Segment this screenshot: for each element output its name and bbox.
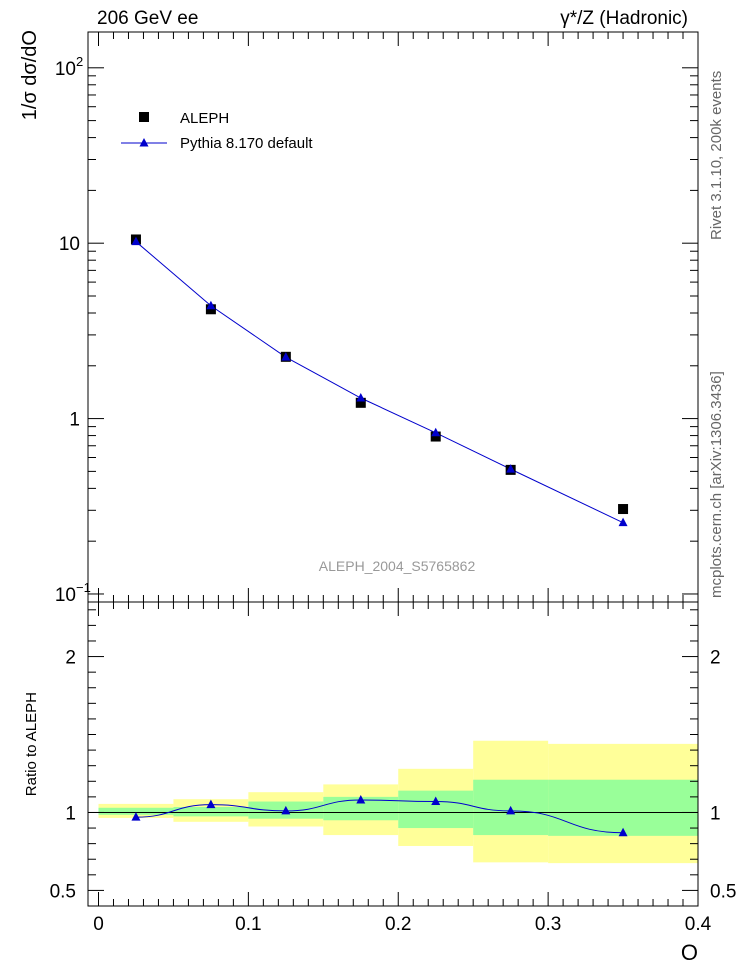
- ratio-frame: [87, 601, 699, 907]
- mc-point-2: [281, 352, 291, 361]
- ratio-mc-point-1: [206, 799, 216, 809]
- ratio-mc-point-5: [506, 805, 516, 815]
- mc-point-4: [431, 427, 441, 437]
- main-ytick-label-3: 10: [55, 59, 76, 80]
- ratio-ytick-label-0: 0.5: [50, 881, 76, 902]
- mc-point-6: [618, 517, 628, 527]
- ratio-mc-point-3: [356, 794, 366, 804]
- legend-mc-marker: [139, 138, 149, 147]
- x-tick-label-4: 0.4: [685, 914, 712, 935]
- stat-band-4: [398, 790, 474, 829]
- x-tick-label-1: 0.1: [235, 914, 261, 935]
- stat-band-6: [548, 779, 698, 836]
- main-ytick-label-0: 10: [55, 585, 76, 606]
- data-point-6: [618, 504, 629, 515]
- ratio-mc-point-0: [131, 812, 141, 821]
- mc-point-1: [206, 300, 216, 310]
- legend-data-label: ALEPH: [180, 110, 229, 127]
- main-y-axis-label: 1/σ dσ/dO: [19, 30, 41, 120]
- data-point-3: [355, 397, 366, 408]
- energy-label: 206 GeV ee: [97, 8, 199, 29]
- ratio-mc-point-6: [618, 827, 628, 837]
- main-ytick-label-1: 1: [69, 410, 80, 431]
- mc-point-3: [356, 393, 366, 402]
- analysis-watermark: ALEPH_2004_S5765862: [319, 558, 476, 574]
- legend-data-marker: [139, 112, 149, 122]
- stat-band-3: [323, 796, 399, 821]
- ratio-ytick-label-right-1: 1: [710, 803, 721, 824]
- legend-mc-label: Pythia 8.170 default: [180, 135, 313, 152]
- ratio-mc-point-4: [431, 796, 441, 806]
- ratio-y-axis-label: Ratio to ALEPH: [23, 692, 40, 796]
- data-point-1: [205, 304, 216, 315]
- x-tick-label-3: 0.3: [535, 914, 561, 935]
- main-ytick-label-2: 10: [59, 234, 80, 255]
- ratio-ytick-label-1: 1: [65, 803, 76, 824]
- x-tick-label-0: 0: [93, 914, 104, 935]
- mc-point-5: [506, 464, 516, 473]
- data-point-4: [430, 431, 441, 442]
- x-tick-label-2: 0.2: [385, 914, 411, 935]
- process-label: γ*/Z (Hadronic): [560, 8, 688, 29]
- main-ytick-exp-3: 2: [76, 54, 83, 69]
- ratio-mc-point-2: [281, 805, 291, 815]
- x-axis-label: O: [681, 940, 698, 965]
- ratio-ytick-label-right-0: 0.5: [710, 881, 736, 902]
- main-ytick-exp-0: −1: [76, 580, 91, 595]
- stat-band-1: [173, 807, 249, 817]
- mc-line: [135, 241, 624, 524]
- mc-point-0: [131, 236, 141, 246]
- ratio-ytick-label-right-2: 2: [710, 648, 721, 669]
- stat-band-0: [98, 807, 174, 815]
- ratio-ytick-label-2: 2: [65, 648, 76, 669]
